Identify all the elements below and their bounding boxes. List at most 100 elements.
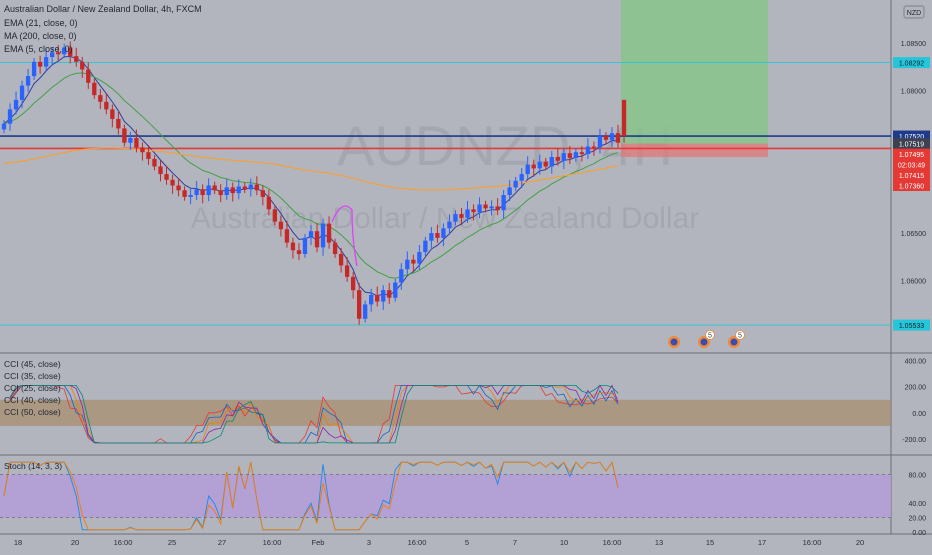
cci-legend[interactable]: CCI (45, close) (4, 359, 61, 369)
price-label[interactable] (893, 130, 930, 142)
candle[interactable] (104, 101, 109, 110)
chart-title[interactable]: Australian Dollar / New Zealand Dollar, … (4, 4, 202, 14)
candle[interactable] (338, 254, 344, 266)
candle[interactable] (465, 209, 470, 218)
candle[interactable] (152, 158, 157, 167)
candle[interactable] (459, 214, 464, 218)
candle[interactable] (555, 156, 560, 161)
candle[interactable] (447, 221, 452, 229)
price-label[interactable] (893, 138, 930, 150)
candle[interactable] (423, 240, 428, 253)
candle[interactable] (501, 195, 506, 211)
candle[interactable] (284, 229, 290, 243)
candle[interactable] (224, 187, 229, 196)
candle[interactable] (537, 161, 542, 169)
candle[interactable] (519, 174, 524, 181)
candle[interactable] (585, 146, 591, 155)
candle[interactable] (290, 242, 296, 251)
stoch-line[interactable] (3, 461, 619, 531)
candle[interactable] (260, 190, 266, 197)
candle[interactable] (387, 290, 392, 298)
candle[interactable] (37, 61, 43, 67)
candle[interactable] (609, 133, 615, 140)
price-axis[interactable] (891, 0, 932, 534)
candle[interactable] (356, 290, 362, 319)
candle[interactable] (296, 250, 302, 255)
candle[interactable] (182, 190, 187, 197)
candle[interactable] (561, 153, 566, 161)
candle[interactable] (164, 174, 169, 180)
cci-legend[interactable]: CCI (50, close) (4, 407, 61, 417)
candle[interactable] (68, 47, 73, 57)
candle[interactable] (435, 233, 440, 238)
candle[interactable] (314, 231, 320, 248)
stop-zone[interactable] (621, 143, 768, 157)
candle[interactable] (344, 265, 350, 277)
candle[interactable] (615, 133, 621, 143)
candle[interactable] (236, 186, 241, 194)
candle[interactable] (170, 179, 175, 186)
candle[interactable] (477, 204, 482, 213)
candle[interactable] (49, 52, 55, 58)
candle[interactable] (176, 185, 181, 191)
candle[interactable] (25, 76, 31, 86)
candle[interactable] (194, 189, 199, 196)
candle[interactable] (62, 47, 67, 55)
candle[interactable] (453, 214, 458, 222)
candle[interactable] (254, 184, 259, 191)
candle[interactable] (218, 190, 223, 196)
candle[interactable] (7, 109, 13, 124)
event-badge[interactable]: 5 (728, 330, 745, 349)
candle[interactable] (471, 209, 476, 213)
candle[interactable] (272, 209, 278, 222)
candle[interactable] (579, 152, 585, 155)
cci-line[interactable] (9, 385, 619, 444)
price-label[interactable] (893, 169, 930, 181)
candle[interactable] (441, 228, 446, 238)
candle[interactable] (573, 152, 579, 158)
legend-ema5[interactable]: EMA (5, close, 0) (4, 44, 73, 54)
candle[interactable] (429, 233, 434, 241)
candle[interactable] (332, 242, 338, 255)
candle[interactable] (549, 156, 554, 167)
candle[interactable] (411, 259, 416, 264)
candle[interactable] (1, 123, 7, 130)
candle[interactable] (92, 82, 97, 96)
candle[interactable] (128, 137, 133, 143)
candle[interactable] (86, 69, 91, 83)
candle[interactable] (242, 186, 247, 190)
candle[interactable] (621, 99, 627, 137)
candle[interactable] (80, 61, 85, 70)
candle[interactable] (43, 57, 49, 67)
candle[interactable] (363, 304, 368, 319)
candle[interactable] (266, 196, 272, 210)
candle[interactable] (483, 204, 488, 209)
candle[interactable] (603, 136, 609, 140)
candle[interactable] (320, 223, 326, 248)
candle[interactable] (531, 164, 536, 169)
candle[interactable] (146, 152, 151, 159)
time-axis[interactable] (0, 534, 932, 550)
cci-legend[interactable]: CCI (40, close) (4, 395, 61, 405)
candle[interactable] (369, 294, 374, 305)
event-badge[interactable] (668, 336, 680, 348)
price-label[interactable] (893, 180, 930, 192)
candle[interactable] (525, 164, 530, 175)
candle[interactable] (350, 276, 356, 291)
candle[interactable] (381, 290, 386, 302)
candle[interactable] (543, 161, 548, 167)
price-label[interactable] (893, 159, 930, 171)
candle[interactable] (19, 85, 25, 100)
candle[interactable] (591, 146, 597, 148)
candle[interactable] (188, 195, 193, 197)
candle[interactable] (13, 99, 19, 110)
currency-badge[interactable] (903, 5, 925, 19)
price-label[interactable] (893, 57, 930, 69)
candle[interactable] (31, 61, 37, 77)
cci-legend[interactable]: CCI (25, close) (4, 383, 61, 393)
legend-ma200[interactable]: MA (200, close, 0) (4, 31, 77, 41)
cci-legend[interactable]: CCI (35, close) (4, 371, 61, 381)
candle[interactable] (513, 180, 518, 188)
candle[interactable] (405, 259, 410, 270)
